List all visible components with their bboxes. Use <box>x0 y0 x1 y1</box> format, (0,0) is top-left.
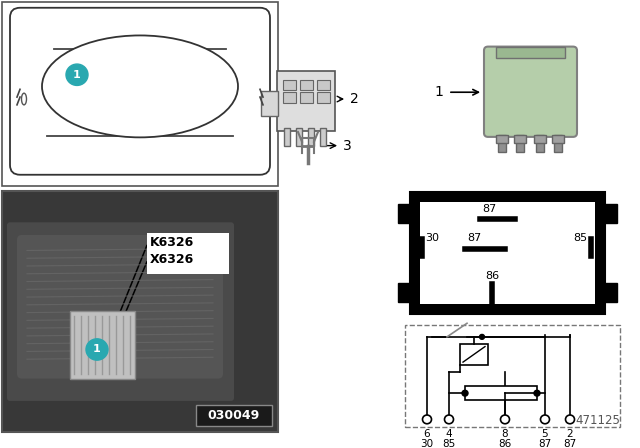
Text: 87: 87 <box>467 233 481 243</box>
Bar <box>398 204 412 223</box>
Text: 471125: 471125 <box>575 414 620 427</box>
Bar <box>261 91 278 116</box>
Bar <box>460 344 488 365</box>
Bar <box>300 92 313 103</box>
Text: 1: 1 <box>93 345 101 354</box>
Bar <box>514 135 526 143</box>
Bar <box>398 283 412 302</box>
Bar <box>534 135 546 143</box>
Ellipse shape <box>42 35 238 138</box>
Bar <box>70 310 135 379</box>
Bar <box>277 71 335 131</box>
Ellipse shape <box>22 93 26 105</box>
Bar <box>2 2 278 186</box>
Text: 87: 87 <box>563 439 577 448</box>
Text: 2: 2 <box>350 92 359 106</box>
Text: 30: 30 <box>420 439 433 448</box>
Bar <box>554 135 562 152</box>
Text: 86: 86 <box>485 271 499 280</box>
Bar <box>317 80 330 90</box>
Bar <box>498 135 506 152</box>
Circle shape <box>422 415 431 424</box>
Text: 85: 85 <box>573 233 587 243</box>
Text: 87: 87 <box>482 203 496 214</box>
Bar <box>496 47 565 58</box>
Bar <box>496 135 508 143</box>
Bar <box>552 135 564 143</box>
Text: X6326: X6326 <box>150 253 195 266</box>
Bar <box>283 92 296 103</box>
FancyBboxPatch shape <box>17 235 223 379</box>
Bar <box>516 135 524 152</box>
Bar <box>147 233 229 274</box>
Text: 4: 4 <box>445 429 452 439</box>
Circle shape <box>534 390 540 396</box>
Circle shape <box>500 415 509 424</box>
Circle shape <box>445 415 454 424</box>
Text: K6326: K6326 <box>150 236 195 249</box>
Bar <box>420 202 595 304</box>
Text: 86: 86 <box>499 439 511 448</box>
Bar <box>2 191 278 432</box>
Bar <box>284 128 290 146</box>
Text: 8: 8 <box>502 429 508 439</box>
Text: 3: 3 <box>343 138 352 153</box>
Text: 1: 1 <box>434 85 443 99</box>
Circle shape <box>541 415 550 424</box>
FancyBboxPatch shape <box>484 47 577 137</box>
Bar <box>410 192 605 314</box>
Circle shape <box>462 390 468 396</box>
Bar <box>317 92 330 103</box>
Bar <box>405 325 620 427</box>
Text: 030049: 030049 <box>208 409 260 422</box>
FancyBboxPatch shape <box>10 8 270 175</box>
Text: 2: 2 <box>566 429 573 439</box>
Text: 85: 85 <box>442 439 456 448</box>
Circle shape <box>86 339 108 360</box>
Circle shape <box>479 335 484 339</box>
Bar <box>296 128 302 146</box>
Text: 6: 6 <box>424 429 430 439</box>
Bar <box>196 405 272 426</box>
Text: 30: 30 <box>425 233 439 243</box>
Bar <box>283 80 296 90</box>
Bar <box>300 80 313 90</box>
Bar <box>536 135 544 152</box>
Bar <box>603 283 617 302</box>
Circle shape <box>66 64 88 86</box>
Bar <box>308 128 314 146</box>
Text: 87: 87 <box>538 439 552 448</box>
Text: 5: 5 <box>541 429 548 439</box>
Bar <box>603 204 617 223</box>
Bar <box>465 386 537 400</box>
Text: 1: 1 <box>73 70 81 80</box>
Bar <box>320 128 326 146</box>
FancyBboxPatch shape <box>7 222 234 401</box>
Circle shape <box>566 415 575 424</box>
